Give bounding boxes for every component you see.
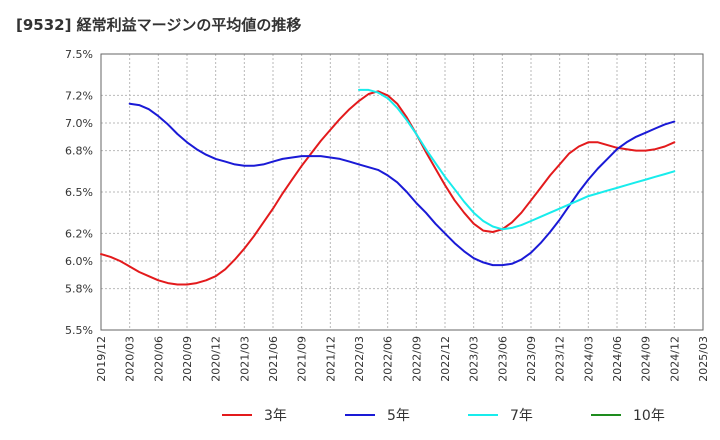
y-tick-label: 6.5% <box>65 186 93 199</box>
x-tick-label: 2024/09 <box>640 336 653 382</box>
y-tick-label: 5.5% <box>65 324 93 337</box>
y-tick-label: 7.5% <box>65 48 93 61</box>
series-line <box>358 88 676 231</box>
y-tick-label: 6.8% <box>65 145 93 158</box>
x-tick-label: 2024/12 <box>668 336 681 382</box>
x-tick-label: 2020/12 <box>210 336 223 382</box>
y-tick-label: 7.2% <box>65 89 93 102</box>
x-tick-label: 2024/03 <box>582 336 595 382</box>
x-tick-label: 2023/03 <box>468 336 481 382</box>
x-tick-label: 2020/03 <box>124 336 137 382</box>
x-tick-label: 2021/12 <box>324 336 337 382</box>
y-tick-label: 5.8% <box>65 283 93 296</box>
legend-label: 10年 <box>633 408 665 424</box>
x-tick-label: 2022/09 <box>410 336 423 382</box>
legend-label: 3年 <box>264 408 287 424</box>
x-tick-label: 2023/12 <box>554 336 567 382</box>
plot-frame <box>100 53 704 331</box>
x-tick-label: 2022/03 <box>353 336 366 382</box>
y-tick-label: 6.0% <box>65 255 93 268</box>
legend-label: 5年 <box>387 408 410 424</box>
x-tick-label: 2025/03 <box>697 336 710 382</box>
x-tick-label: 2021/09 <box>296 336 309 382</box>
y-tick-label: 6.2% <box>65 227 93 240</box>
x-tick-label: 2021/03 <box>238 336 251 382</box>
x-tick-label: 2022/06 <box>382 336 395 382</box>
series-line <box>100 90 676 286</box>
x-tick-label: 2022/12 <box>439 336 452 382</box>
x-tick-label: 2020/09 <box>181 336 194 382</box>
legend-label: 7年 <box>510 408 533 424</box>
x-tick-label: 2023/09 <box>525 336 538 382</box>
x-tick-label: 2024/06 <box>611 336 624 382</box>
series-line <box>128 102 676 267</box>
y-tick-label: 7.0% <box>65 117 93 130</box>
x-tick-label: 2020/06 <box>152 336 165 382</box>
chart-title: [9532] 経常利益マージンの平均値の推移 <box>16 16 302 34</box>
x-tick-label: 2021/06 <box>267 336 280 382</box>
x-tick-label: 2019/12 <box>95 336 108 382</box>
x-tick-label: 2023/06 <box>496 336 509 382</box>
